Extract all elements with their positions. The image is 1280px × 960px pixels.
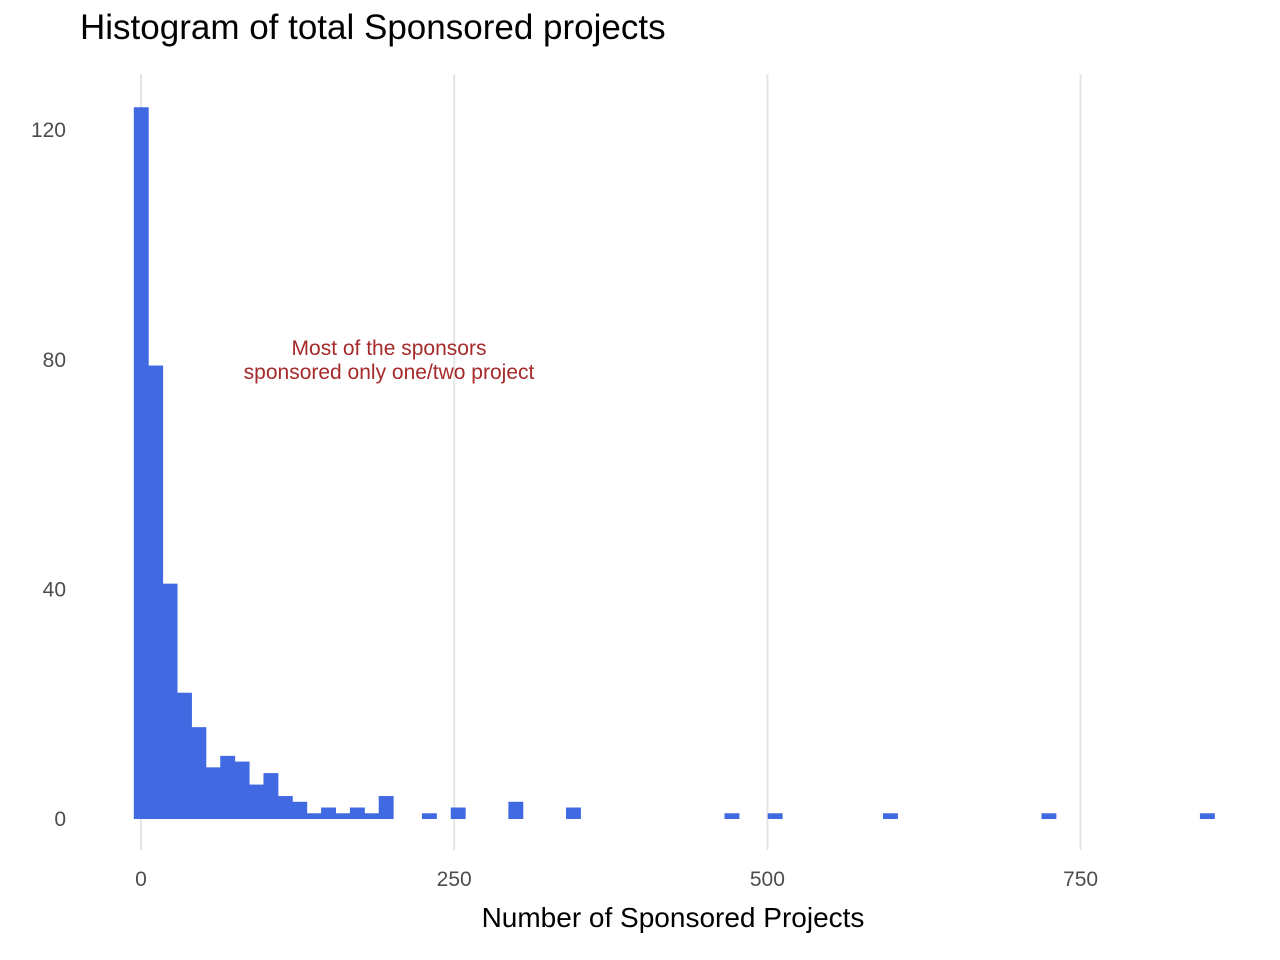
histogram-bar: [306, 813, 322, 819]
y-tick-label: 40: [43, 578, 66, 601]
histogram-bar: [1041, 813, 1057, 819]
y-axis-ticks: 0 40 80 120: [31, 119, 66, 831]
chart-title: Histogram of total Sponsored projects: [80, 8, 666, 47]
histogram-bar: [566, 807, 581, 819]
histogram-bar: [133, 107, 149, 820]
annotation-line-1: Most of the sponsors: [292, 337, 487, 360]
histogram-bar: [724, 813, 740, 819]
histogram-bar: [450, 807, 466, 819]
histogram-bar: [177, 692, 192, 819]
histogram-bar: [234, 761, 250, 819]
histogram-bar: [220, 755, 236, 819]
histogram-bar: [321, 807, 336, 819]
y-tick-label: 120: [31, 119, 66, 142]
annotation-line-2: sponsored only one/two project: [244, 361, 535, 384]
histogram-bar: [249, 784, 264, 819]
grid-lines: [140, 74, 1082, 850]
x-tick-label: 0: [135, 868, 147, 891]
x-tick-label: 500: [750, 868, 785, 891]
y-tick-label: 0: [54, 808, 66, 831]
x-axis-ticks: 0 250 500 750: [135, 868, 1098, 891]
histogram-bar: [148, 365, 164, 819]
histogram-bar: [205, 767, 221, 819]
histogram-bar: [421, 813, 437, 819]
histogram-bars: [133, 107, 1215, 820]
histogram-bar: [378, 796, 394, 819]
histogram-bar: [277, 796, 293, 819]
histogram-bar: [508, 801, 524, 819]
histogram-bar: [292, 801, 308, 819]
x-tick-label: 250: [437, 868, 472, 891]
x-axis-label: Number of Sponsored Projects: [482, 902, 865, 933]
x-tick-label: 750: [1063, 868, 1098, 891]
y-tick-label: 80: [43, 349, 66, 372]
histogram-bar: [191, 727, 207, 819]
histogram-bar: [767, 813, 783, 819]
histogram-bar: [263, 773, 279, 819]
histogram-bar: [335, 813, 351, 819]
histogram-bar: [1199, 813, 1215, 819]
histogram-bar: [882, 813, 898, 819]
histogram-bar: [364, 813, 380, 819]
histogram-bar: [162, 583, 178, 819]
histogram-bar: [349, 807, 365, 819]
